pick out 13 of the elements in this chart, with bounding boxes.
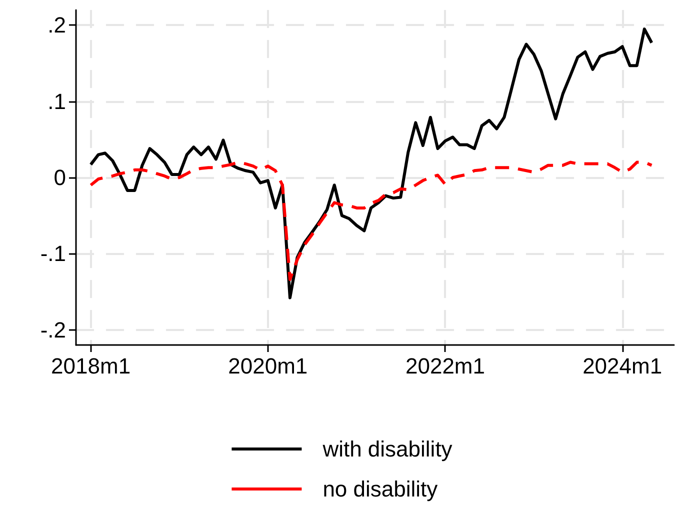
x-tick-label: 2020m1 [228, 354, 308, 378]
y-tick-label: 0 [54, 165, 66, 190]
y-tick-label: .1 [48, 88, 66, 114]
y-tick-label: -.1 [40, 241, 66, 266]
line-series [89, 160, 654, 282]
x-tick-label: 2018m1 [51, 354, 131, 378]
x-tick-label: 2022m1 [405, 354, 485, 378]
legend-label: with disability [322, 436, 452, 462]
x-tick-label: 2024m1 [582, 354, 662, 378]
line-series [89, 28, 654, 300]
y-tick-label: -.2 [40, 317, 66, 342]
y-tick-label: .2 [48, 12, 66, 38]
legend-label: no disability [322, 476, 438, 502]
